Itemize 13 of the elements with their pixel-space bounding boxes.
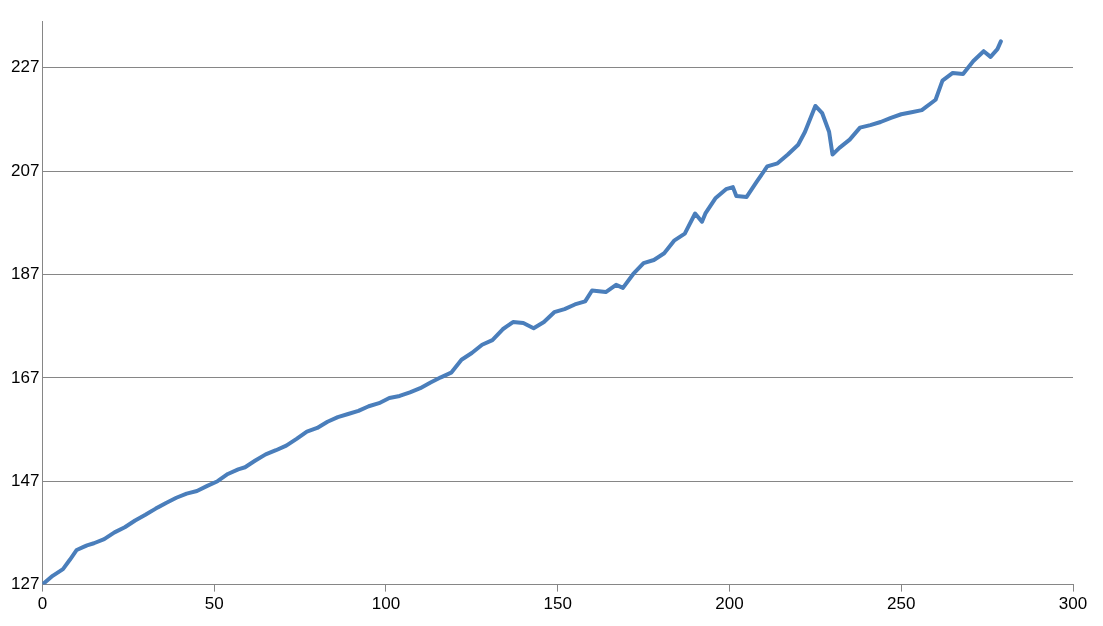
y-tick-label: 227: [10, 57, 40, 77]
y-tick-label: 167: [10, 367, 40, 387]
y-tick-label: 127: [10, 574, 40, 594]
x-tick-label: 200: [715, 594, 744, 614]
x-tick-label: 0: [37, 594, 48, 614]
y-tick-label: 207: [10, 160, 40, 180]
y-tick-label: 147: [10, 470, 40, 490]
x-tick-label: 100: [371, 594, 401, 614]
x-tick-label: 150: [543, 594, 572, 614]
x-tick-label: 300: [1058, 594, 1088, 614]
x-tick-label: 250: [887, 594, 916, 614]
x-tick-label: 50: [204, 594, 224, 614]
y-tick-label: 187: [10, 264, 40, 284]
